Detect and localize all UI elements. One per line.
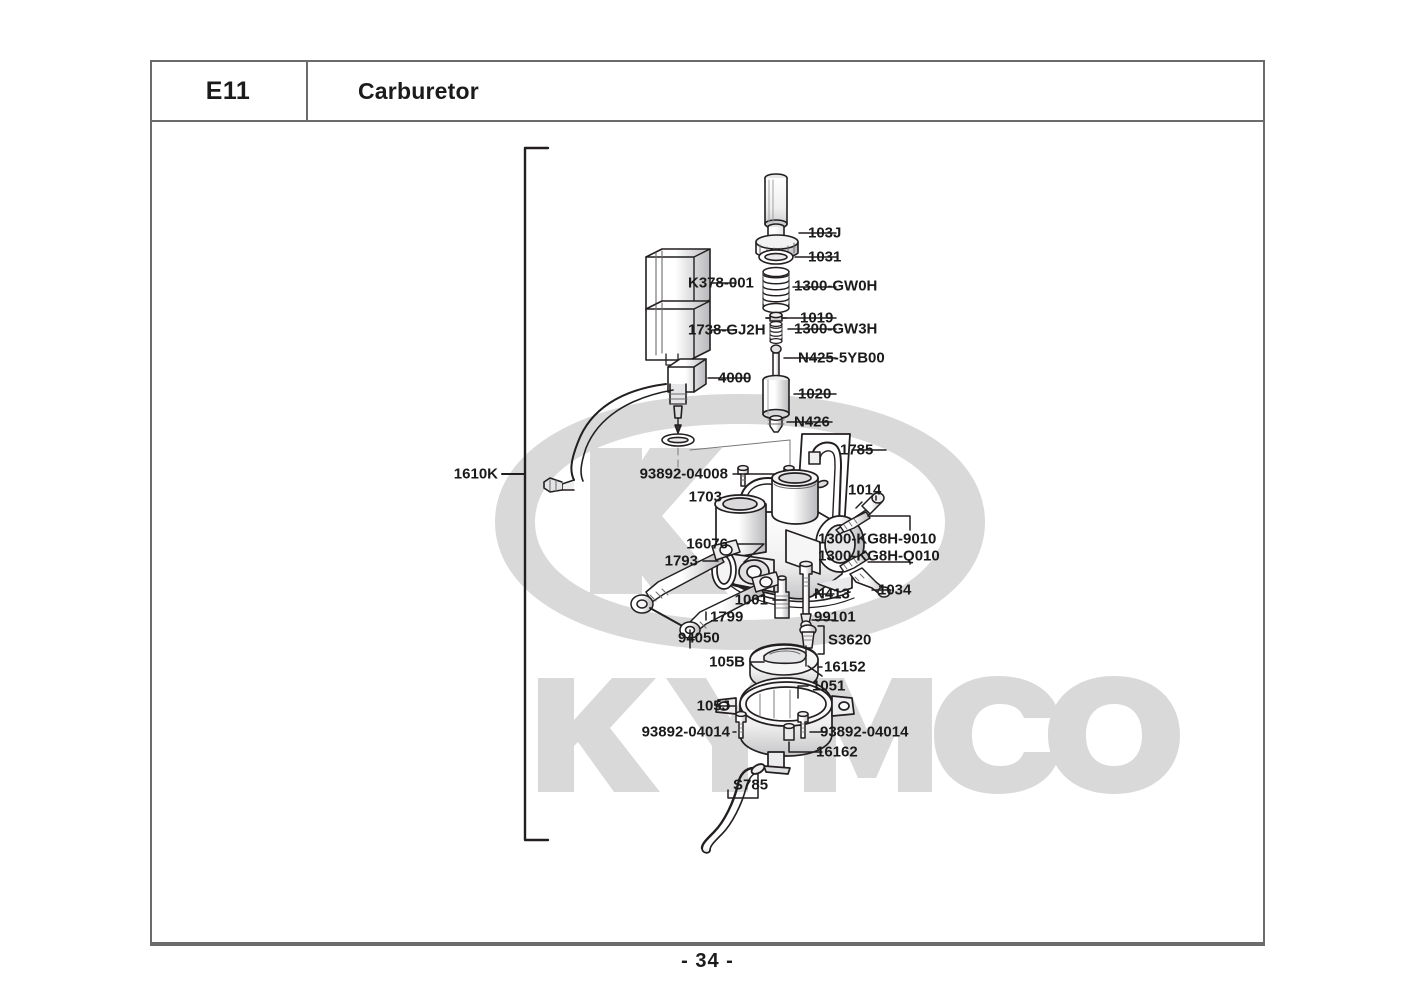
part-label-1014: 1014	[848, 481, 882, 499]
part-4000-plug-cap	[667, 358, 707, 434]
part-label-1799: 1799	[710, 608, 744, 626]
part-label-S785: S785	[733, 776, 769, 794]
part-16162-drain-plug	[783, 722, 795, 741]
part-label-1031: 1031	[808, 248, 842, 266]
part-label-1034: 1034	[878, 581, 912, 599]
part-top-cylinder	[764, 173, 788, 229]
part-1300-KG8H-jet-b	[839, 551, 871, 573]
part-label-105J: 105J	[696, 697, 730, 715]
part-label-16076: 16076	[686, 535, 728, 553]
leader-1014	[855, 495, 877, 509]
part-label-93892-04014-L: 93892-04014	[641, 723, 730, 741]
part-1019-clip	[765, 311, 788, 322]
part-label-N413: N413	[814, 585, 850, 603]
footer-divider	[150, 944, 1265, 946]
part-label-1738-GJ2H: 1738-GJ2H	[688, 321, 766, 339]
section-code-cell: E11	[150, 60, 308, 122]
part-4000-ht-lead	[543, 383, 674, 493]
page-number: - 34 -	[681, 950, 734, 972]
part-label-1300-GW0H: 1300-GW0H	[794, 277, 878, 295]
part-label-K378-001: K378-001	[688, 274, 754, 292]
part-label-105B: 105B	[709, 653, 745, 671]
part-label-93892-04008: 93892-04008	[639, 465, 728, 483]
part-1738-GJ2H-block	[645, 300, 711, 366]
part-label-103J: 103J	[808, 224, 842, 242]
part-label-1610K: 1610K	[453, 465, 498, 483]
part-94050-nuts	[630, 594, 701, 649]
part-1020-throttle-valve	[762, 374, 790, 420]
part-label-N425-5YB00: N425-5YB00	[798, 349, 885, 367]
part-label-4000: 4000	[718, 369, 752, 387]
part-label-16162: 16162	[816, 743, 858, 761]
part-1031-oring	[758, 249, 794, 265]
part-1785-hose	[808, 441, 842, 555]
leader-S3620	[817, 625, 825, 655]
part-label-1785: 1785	[840, 441, 874, 459]
part-N413-needle-valve	[799, 560, 813, 615]
part-103J-top-cap	[755, 223, 799, 259]
exploded-parts-artwork	[501, 146, 911, 854]
part-1001-main-jet	[774, 575, 790, 619]
leader-16076	[732, 543, 765, 563]
part-16152-float-pin	[807, 665, 823, 677]
part-S785-drain-hose	[700, 763, 766, 854]
part-N426-needle-jet	[767, 415, 785, 433]
assembly-bracket-1610K	[501, 146, 550, 842]
leader-16162	[788, 741, 823, 753]
part-label-94050: 94050	[678, 629, 720, 647]
header-band	[150, 60, 1265, 122]
leader-1051	[797, 685, 809, 699]
part-1300-GW0H-spring	[762, 266, 790, 314]
part-label-1300-KG8H-9010: 1300-KG8H-9010	[818, 530, 937, 548]
part-1793-stud-upper	[645, 539, 741, 603]
page-title: Carburetor	[358, 77, 479, 104]
part-label-S3620: S3620	[828, 631, 872, 649]
part-label-1300-KG8H-Q010: 1300-KG8H-Q010	[818, 547, 940, 565]
part-label-1051: 1051	[812, 677, 846, 695]
part-label-1001: 1001	[734, 591, 768, 609]
part-1300-GW3H-spring	[769, 320, 783, 345]
part-label-1793: 1793	[664, 552, 698, 570]
leader-1300-KG8H-Q010	[867, 561, 911, 565]
part-93892-04014-screw-left	[735, 710, 747, 739]
part-label-93892-04014-R: 93892-04014	[820, 723, 909, 741]
leader-1300-KG8H-9010	[867, 515, 911, 531]
part-oring-under-cap	[661, 433, 695, 447]
section-code: E11	[205, 76, 251, 105]
part-105J-float-chamber	[715, 677, 855, 775]
part-carburetor-body	[714, 469, 865, 609]
part-label-16152: 16152	[824, 658, 866, 676]
leader-S785	[727, 773, 759, 799]
part-label-1300-GW3H: 1300-GW3H	[794, 320, 878, 338]
part-label-99101: 99101	[814, 608, 856, 626]
part-1799-stud-lower	[689, 571, 781, 633]
part-1300-KG8H-jet-a	[839, 511, 871, 533]
part-label-1019: 1019	[800, 309, 834, 327]
part-93892-04014-screw-right	[797, 710, 809, 739]
part-93892-04008-screw-left	[737, 464, 749, 487]
part-label-1703: 1703	[688, 488, 722, 506]
part-label-1020: 1020	[798, 385, 832, 403]
parts-diagram: 1610K 103J 1031 K378-001 1300-GW0H 1019 1738-G…	[150, 122, 1261, 942]
part-label-N426: N426	[794, 413, 830, 431]
